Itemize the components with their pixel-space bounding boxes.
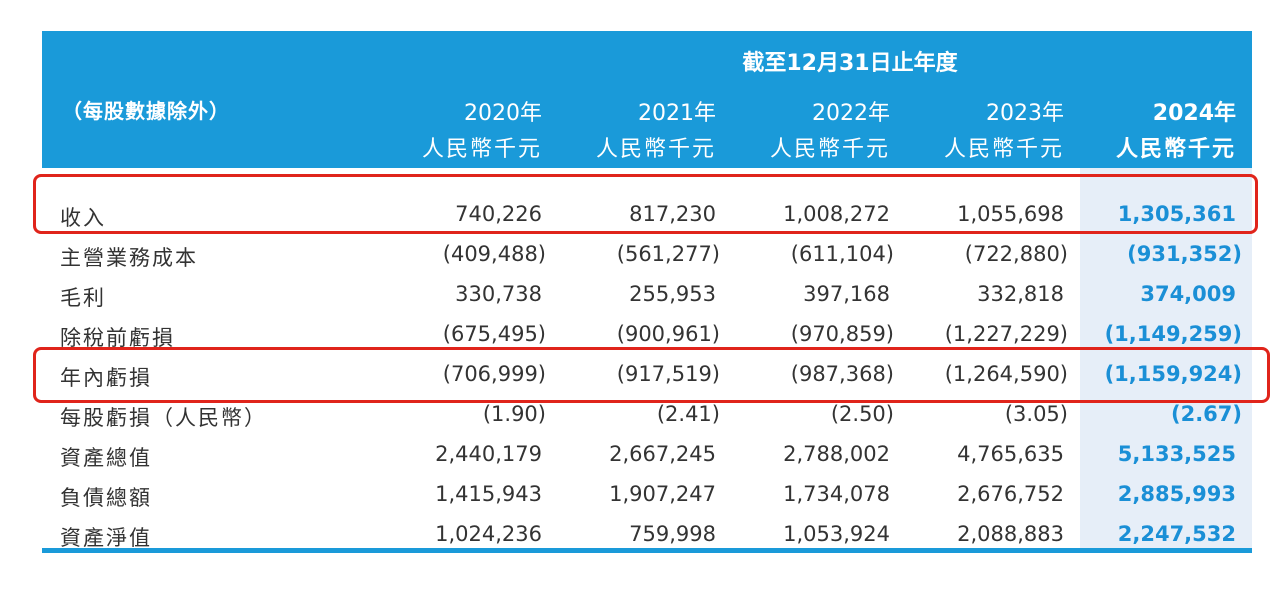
cell: (2.50) — [830, 402, 894, 426]
cell: 4,765,635 — [957, 442, 1064, 466]
cell: 817,230 — [629, 202, 716, 226]
cell: (561,277) — [616, 242, 720, 266]
column-year: 2020年 — [464, 101, 542, 126]
cell: 1,024,236 — [435, 522, 542, 546]
column-unit: 人民幣千元 — [595, 137, 716, 162]
cell: 1,305,361 — [1117, 202, 1236, 226]
table-row-gross-profit: 毛利 330,738 255,953 397,168 332,818 374,0… — [42, 274, 1252, 314]
column-year: 2022年 — [812, 101, 890, 126]
table-row-total-assets: 資產總值 2,440,179 2,667,245 2,788,002 4,765… — [42, 434, 1252, 474]
cell: (675,495) — [442, 322, 546, 346]
table-row-revenue: 收入 740,226 817,230 1,008,272 1,055,698 1… — [42, 194, 1252, 234]
cell: 1,907,247 — [609, 482, 716, 506]
column-unit: 人民幣千元 — [421, 137, 542, 162]
row-label: 年內虧損 — [60, 366, 152, 390]
cell: 1,055,698 — [957, 202, 1064, 226]
cell: (1.90) — [482, 402, 546, 426]
row-label: 每股虧損（人民幣） — [60, 406, 267, 430]
table-header: 截至12月31日止年度 （每股數據除外） 2020年 人民幣千元 2021年 人… — [42, 31, 1252, 168]
row-label: 資產總值 — [60, 446, 152, 470]
table-row-cost: 主營業務成本 (409,488) (561,277) (611,104) (72… — [42, 234, 1252, 274]
column-header-2024: 2024年 人民幣千元 — [1066, 95, 1236, 163]
table-row-net-assets: 資產淨值 1,024,236 759,998 1,053,924 2,088,8… — [42, 514, 1252, 554]
cell: 2,088,883 — [957, 522, 1064, 546]
cell: (900,961) — [616, 322, 720, 346]
cell: 2,788,002 — [783, 442, 890, 466]
cell: (3.05) — [1004, 402, 1068, 426]
table-row-loss-for-year: 年內虧損 (706,999) (917,519) (987,368) (1,26… — [42, 354, 1252, 394]
cell: 2,440,179 — [435, 442, 542, 466]
cell: (722,880) — [964, 242, 1068, 266]
cell: 740,226 — [455, 202, 542, 226]
cell: 1,053,924 — [783, 522, 890, 546]
row-label: 負債總額 — [60, 486, 152, 510]
cell: 397,168 — [803, 282, 890, 306]
column-year: 2024年 — [1152, 101, 1236, 126]
cell: 255,953 — [629, 282, 716, 306]
row-label: 除稅前虧損 — [60, 326, 175, 350]
cell: 1,008,272 — [783, 202, 890, 226]
column-unit: 人民幣千元 — [769, 137, 890, 162]
cell: 330,738 — [455, 282, 542, 306]
column-header-2020: 2020年 人民幣千元 — [372, 95, 542, 163]
cell: (1,159,924) — [1104, 362, 1242, 386]
column-year: 2023年 — [986, 101, 1064, 126]
row-label: 收入 — [60, 206, 106, 230]
loss-highlight-box — [33, 347, 1270, 403]
table-row-loss-before-tax: 除稅前虧損 (675,495) (900,961) (970,859) (1,2… — [42, 314, 1252, 354]
cell: 2,676,752 — [957, 482, 1064, 506]
cell: (917,519) — [616, 362, 720, 386]
cell: (706,999) — [442, 362, 546, 386]
cell: 2,885,993 — [1117, 482, 1236, 506]
column-header-2023: 2023年 人民幣千元 — [894, 95, 1064, 163]
column-header-2022: 2022年 人民幣千元 — [720, 95, 890, 163]
table-row-total-liabilities: 負債總額 1,415,943 1,907,247 1,734,078 2,676… — [42, 474, 1252, 514]
cell: (931,352) — [1127, 242, 1242, 266]
cell: 759,998 — [629, 522, 716, 546]
financial-summary-table: 截至12月31日止年度 （每股數據除外） 2020年 人民幣千元 2021年 人… — [42, 31, 1252, 554]
column-header-2021: 2021年 人民幣千元 — [546, 95, 716, 163]
cell: (1,149,259) — [1104, 322, 1242, 346]
cell: (2.67) — [1170, 402, 1242, 426]
cell: (409,488) — [442, 242, 546, 266]
row-label: 主營業務成本 — [60, 246, 198, 270]
cell: (987,368) — [790, 362, 894, 386]
table-row-loss-per-share: 每股虧損（人民幣） (1.90) (2.41) (2.50) (3.05) (2… — [42, 394, 1252, 434]
revenue-highlight-box — [33, 174, 1258, 234]
cell: (970,859) — [790, 322, 894, 346]
cell: (1,227,229) — [944, 322, 1068, 346]
cell: (611,104) — [790, 242, 894, 266]
cell: 332,818 — [977, 282, 1064, 306]
cell: (2.41) — [656, 402, 720, 426]
cell: 2,247,532 — [1117, 522, 1236, 546]
column-year: 2021年 — [638, 101, 716, 126]
per-share-note: （每股數據除外） — [62, 99, 230, 123]
cell: (1,264,590) — [944, 362, 1068, 386]
period-title: 截至12月31日止年度 — [742, 51, 958, 76]
cell: 1,415,943 — [435, 482, 542, 506]
column-unit: 人民幣千元 — [1115, 137, 1236, 162]
column-unit: 人民幣千元 — [943, 137, 1064, 162]
cell: 5,133,525 — [1117, 442, 1236, 466]
cell: 2,667,245 — [609, 442, 716, 466]
bottom-rule — [42, 548, 1252, 553]
cell: 374,009 — [1140, 282, 1236, 306]
row-label: 資產淨值 — [60, 526, 152, 550]
row-label: 毛利 — [60, 286, 106, 310]
cell: 1,734,078 — [783, 482, 890, 506]
